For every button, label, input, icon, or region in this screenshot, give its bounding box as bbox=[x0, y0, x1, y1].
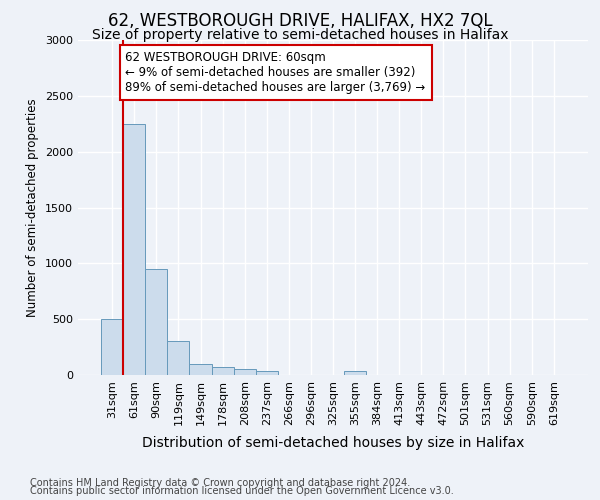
Y-axis label: Number of semi-detached properties: Number of semi-detached properties bbox=[26, 98, 40, 317]
Bar bbox=[167, 341, 190, 375]
Text: Contains public sector information licensed under the Open Government Licence v3: Contains public sector information licen… bbox=[30, 486, 454, 496]
Bar bbox=[256, 371, 278, 375]
Bar bbox=[123, 124, 145, 375]
Text: Size of property relative to semi-detached houses in Halifax: Size of property relative to semi-detach… bbox=[92, 28, 508, 42]
X-axis label: Distribution of semi-detached houses by size in Halifax: Distribution of semi-detached houses by … bbox=[142, 436, 524, 450]
Text: Contains HM Land Registry data © Crown copyright and database right 2024.: Contains HM Land Registry data © Crown c… bbox=[30, 478, 410, 488]
Bar bbox=[344, 371, 366, 375]
Bar bbox=[233, 370, 256, 375]
Text: 62, WESTBOROUGH DRIVE, HALIFAX, HX2 7QL: 62, WESTBOROUGH DRIVE, HALIFAX, HX2 7QL bbox=[107, 12, 493, 30]
Bar bbox=[145, 269, 167, 375]
Text: 62 WESTBOROUGH DRIVE: 60sqm
← 9% of semi-detached houses are smaller (392)
89% o: 62 WESTBOROUGH DRIVE: 60sqm ← 9% of semi… bbox=[125, 51, 426, 94]
Bar bbox=[212, 367, 233, 375]
Bar bbox=[190, 364, 212, 375]
Bar bbox=[101, 319, 123, 375]
